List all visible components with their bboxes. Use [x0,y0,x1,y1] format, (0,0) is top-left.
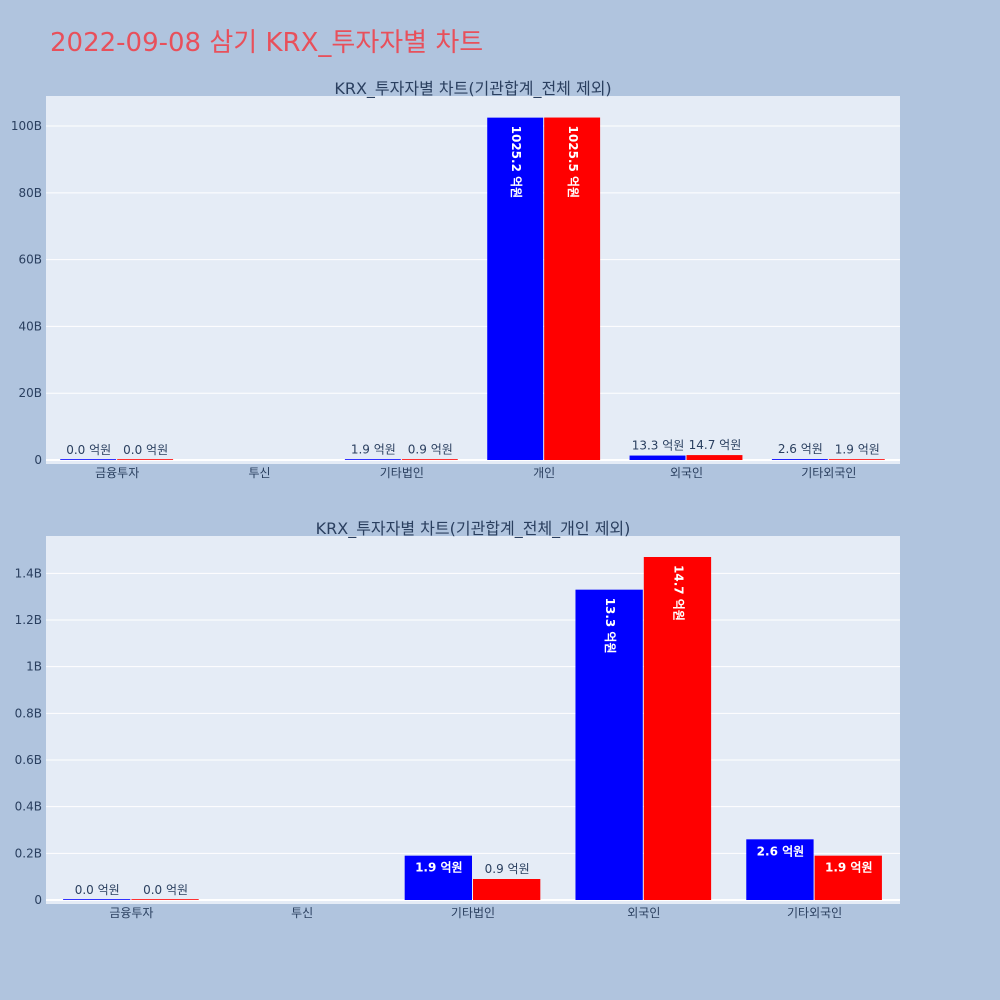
x-tick-label: 기타법인 [451,906,495,920]
y-tick-label: 40B [18,319,42,333]
data-label: 14.7 억원 [671,565,685,621]
data-label: 2.6 억원 [757,844,805,858]
bar [344,459,401,460]
x-tick-label: 개인 [533,466,555,480]
x-tick-label: 투신 [248,466,270,480]
bar [63,899,131,900]
data-label: 14.7 억원 [689,438,742,452]
data-label: 0.9 억원 [485,862,530,876]
data-label: 13.3 억원 [603,598,617,654]
x-tick-label: 금융투자 [95,466,139,480]
x-tick-label: 기타외국인 [801,466,856,480]
data-label: 0.0 억원 [123,443,168,457]
bar [473,879,541,900]
data-label: 1025.2 억원 [509,126,523,199]
y-tick-label: 60B [18,253,42,267]
bar [828,459,885,460]
y-tick-label: 0 [34,893,42,907]
bar [487,117,544,460]
bar [629,455,686,460]
x-tick-label: 외국인 [670,466,703,480]
y-tick-label: 0.4B [15,800,42,814]
data-label: 0.0 억원 [75,883,120,897]
bar [401,459,458,460]
x-tick-label: 투신 [291,906,313,920]
bar [544,117,601,460]
bar [746,839,814,900]
chart-1: KRX_투자자별 차트(기관합계_전체 제외) 0 20B 40B 60B 80B 100B… [11,79,900,480]
y-tick-label: 1.4B [15,566,42,580]
bar [643,557,712,900]
page-title: 2022-09-08 삼기 KRX_투자자별 차트 [50,28,484,58]
bar [404,855,472,900]
bar [117,459,174,460]
y-tick-label: 80B [18,186,42,200]
y-tick-label: 20B [18,386,42,400]
x-tick-label: 기타법인 [380,466,424,480]
data-label: 1025.5 억원 [566,126,580,199]
data-label: 1.9 억원 [835,442,880,456]
bar [575,589,643,900]
x-tick-label: 외국인 [627,906,660,920]
plot-area [46,96,900,464]
chart-title: KRX_투자자별 차트(기관합계_전체 제외) [334,79,611,99]
bar [686,455,743,460]
data-label: 1.9 억원 [415,861,463,875]
bar [131,899,199,900]
data-label: 0.0 억원 [143,883,188,897]
data-label: 1.9 억원 [351,442,396,456]
data-label: 2.6 억원 [778,442,823,456]
y-tick-label: 0.6B [15,753,42,767]
y-tick-label: 0.8B [15,706,42,720]
y-tick-label: 1B [26,660,42,674]
x-tick-label: 기타외국인 [787,906,842,920]
chart-2: KRX_투자자별 차트(기관합계_전체_개인 제외) 0 0.2B 0.4B 0.6B 0… [15,519,900,920]
bar [60,459,117,460]
y-tick-label: 0 [34,453,42,467]
data-label: 0.0 억원 [66,443,111,457]
bar [771,459,828,460]
x-tick-label: 금융투자 [109,906,153,920]
y-tick-label: 0.2B [15,846,42,860]
data-label: 0.9 억원 [408,443,453,457]
data-label: 13.3 억원 [632,439,685,453]
y-tick-label: 1.2B [15,613,42,627]
data-label: 1.9 억원 [825,861,873,875]
chart-title: KRX_투자자별 차트(기관합계_전체_개인 제외) [316,519,631,539]
y-tick-label: 100B [11,119,42,133]
bar [814,855,882,900]
